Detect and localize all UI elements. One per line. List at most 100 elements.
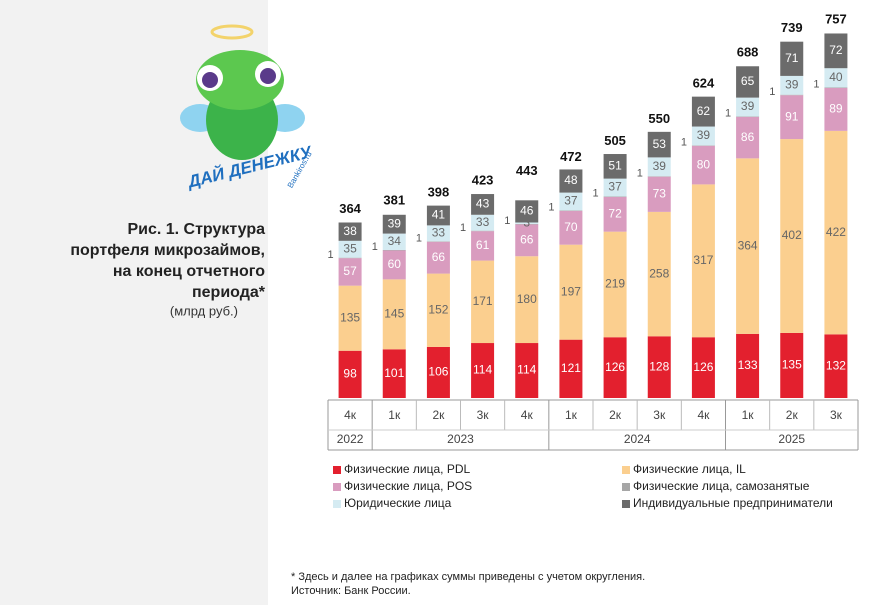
footnote: * Здесь и далее на графиках суммы привед… [291, 571, 645, 583]
total-label: 381 [383, 193, 405, 208]
value-label: 60 [388, 257, 402, 271]
value-label: 80 [697, 157, 711, 171]
value-label: 70 [564, 220, 578, 234]
value-label: 1 [372, 241, 378, 253]
value-label: 1 [637, 167, 643, 179]
x-tick-label: 1к [388, 408, 401, 422]
bar-segment [603, 231, 627, 338]
year-label: 2023 [447, 432, 474, 446]
value-label: 145 [384, 307, 404, 321]
value-label: 33 [476, 215, 490, 229]
value-label: 86 [741, 130, 755, 144]
bar-segment [603, 154, 627, 179]
value-label: 53 [653, 137, 667, 151]
legend-label: Физические лица, IL [633, 462, 746, 476]
value-label: 41 [432, 208, 446, 222]
bar-segment [647, 157, 671, 177]
bar-segment [382, 233, 406, 250]
value-label: 135 [340, 310, 360, 324]
bar-segment [691, 184, 715, 338]
value-label: 1 [681, 136, 687, 148]
x-tick-label: 3к [477, 408, 490, 422]
total-label: 688 [737, 45, 759, 60]
total-label: 624 [693, 76, 715, 91]
value-label: 128 [649, 359, 669, 373]
value-label: 1 [813, 79, 819, 91]
value-label: 72 [608, 206, 622, 220]
value-label: 40 [829, 70, 843, 84]
value-label: 37 [608, 180, 622, 194]
subtitle: (млрд руб.) [170, 303, 238, 318]
value-label: 114 [517, 363, 536, 377]
bar-segment [338, 240, 362, 258]
value-label: 258 [649, 266, 669, 280]
value-label: 106 [428, 365, 448, 379]
value-label: 38 [343, 224, 357, 238]
value-label: 71 [785, 51, 799, 65]
bar-segment [338, 285, 362, 351]
value-label: 39 [741, 99, 755, 113]
value-label: 62 [697, 104, 711, 118]
total-label: 472 [560, 149, 582, 164]
value-label: 39 [697, 128, 711, 142]
value-label: 121 [561, 361, 581, 375]
value-label: 219 [605, 277, 625, 291]
bar-segment [338, 258, 362, 286]
value-label: 180 [517, 292, 537, 306]
value-label: 35 [343, 241, 357, 255]
source: Источник: Банк России. [291, 585, 411, 597]
value-label: 114 [473, 363, 492, 377]
total-label: 550 [648, 111, 670, 126]
bar-segment [736, 158, 760, 334]
value-label: 364 [738, 238, 758, 252]
bar-segment [736, 116, 760, 159]
bar-segment [780, 95, 804, 140]
title-line: на конец отчетного [113, 263, 265, 280]
value-label: 1 [593, 188, 599, 200]
bar-segment [515, 222, 539, 224]
bar-segment [647, 211, 671, 337]
bar-segment [559, 169, 583, 193]
value-label: 98 [343, 367, 357, 381]
year-label: 2022 [337, 432, 364, 446]
bar-segment [426, 225, 450, 242]
value-label: 126 [605, 360, 625, 374]
x-tick-label: 2к [609, 408, 622, 422]
bar-segment [471, 231, 495, 261]
bar-segment [471, 343, 495, 398]
bar-segment [559, 210, 583, 245]
value-label: 317 [693, 253, 713, 267]
bar-segment [382, 250, 406, 280]
bar-segment [691, 145, 715, 185]
bar-segment [780, 41, 804, 76]
total-label: 364 [339, 201, 361, 216]
bar-segment [426, 273, 450, 347]
legend-swatch [622, 500, 630, 508]
value-label: 51 [608, 158, 622, 172]
bar-segment [382, 349, 406, 398]
value-label: 73 [653, 186, 667, 200]
x-tick-label: 4к [697, 408, 710, 422]
bar-segment [691, 96, 715, 127]
pupil [260, 68, 276, 84]
value-label: 57 [343, 264, 357, 278]
value-label: 1 [548, 202, 554, 214]
title-line: Рис. 1. Структура [127, 221, 265, 238]
bar-segment [824, 68, 848, 88]
legend-swatch [333, 500, 341, 508]
bar-segment [382, 214, 406, 234]
x-tick-label: 3к [653, 408, 666, 422]
bar-segment [780, 139, 804, 333]
total-label: 423 [472, 172, 494, 187]
x-tick-label: 2к [432, 408, 445, 422]
bar-segment [780, 332, 804, 398]
legend-swatch [622, 466, 630, 474]
value-label: 1 [504, 215, 510, 227]
total-label: 398 [428, 185, 450, 200]
bar-segment [736, 66, 760, 98]
legend-label: Физические лица, PDL [344, 462, 471, 476]
value-label: 46 [520, 204, 534, 218]
total-label: 443 [516, 163, 538, 178]
bar-segment [824, 334, 848, 398]
